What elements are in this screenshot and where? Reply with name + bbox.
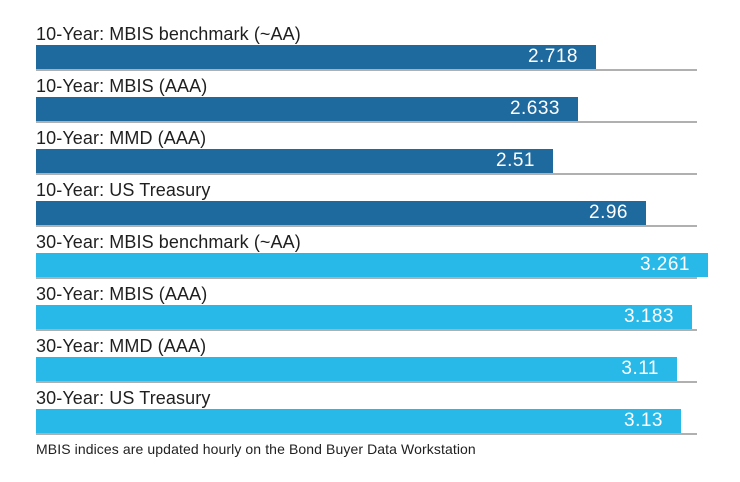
bar-area: 3.11 xyxy=(36,355,740,383)
bar-rows: 10-Year: MBIS benchmark (~AA) 2.718 10-Y… xyxy=(36,25,740,435)
bar-area: 2.633 xyxy=(36,95,740,123)
baseline-track xyxy=(36,381,697,383)
baseline-track xyxy=(36,433,697,435)
bar-label: 30-Year: US Treasury xyxy=(36,388,211,408)
bar-value-label: 3.11 xyxy=(621,358,659,379)
bar: 3.183 xyxy=(36,305,692,329)
bar-label: 10-Year: US Treasury xyxy=(36,180,211,200)
bar-row: 10-Year: MBIS benchmark (~AA) 2.718 xyxy=(36,25,740,71)
baseline-track xyxy=(36,173,697,175)
bar-row: 10-Year: US Treasury 2.96 xyxy=(36,181,740,227)
bar-area: 2.51 xyxy=(36,147,740,175)
bar: 2.96 xyxy=(36,201,646,225)
bar-value-label: 2.718 xyxy=(527,46,578,67)
bar-area: 3.13 xyxy=(36,407,740,435)
bar-label: 30-Year: MMD (AAA) xyxy=(36,336,207,356)
bar-area: 3.183 xyxy=(36,303,740,331)
bar-area: 2.718 xyxy=(36,43,740,71)
baseline-track xyxy=(36,329,697,331)
bar-row: 30-Year: MMD (AAA) 3.11 xyxy=(36,337,740,383)
baseline-track xyxy=(36,277,697,279)
bar-row: 10-Year: MBIS (AAA) 2.633 xyxy=(36,77,740,123)
bar-row: 10-Year: MMD (AAA) 2.51 xyxy=(36,129,740,175)
baseline-track xyxy=(36,121,697,123)
bar-label: 10-Year: MMD (AAA) xyxy=(36,128,207,148)
bar-value-label: 3.183 xyxy=(623,306,674,327)
bar-area: 3.261 xyxy=(36,251,740,279)
baseline-track xyxy=(36,69,697,71)
bar-row: 30-Year: US Treasury 3.13 xyxy=(36,389,740,435)
bar-row: 30-Year: MBIS (AAA) 3.183 xyxy=(36,285,740,331)
bar-value-label: 3.13 xyxy=(624,410,663,431)
footnote: MBIS indices are updated hourly on the B… xyxy=(36,441,476,457)
bar: 3.11 xyxy=(36,357,677,381)
bar-value-label: 2.51 xyxy=(496,150,535,171)
bar-row: 30-Year: MBIS benchmark (~AA) 3.261 xyxy=(36,233,740,279)
bar: 2.51 xyxy=(36,149,553,173)
bar-label: 10-Year: MBIS (AAA) xyxy=(36,76,208,96)
bar-value-label: 3.261 xyxy=(639,254,690,275)
bar: 2.718 xyxy=(36,45,596,69)
bar-label: 30-Year: MBIS benchmark (~AA) xyxy=(36,232,301,252)
bar-label: 30-Year: MBIS (AAA) xyxy=(36,284,208,304)
bar-value-label: 2.96 xyxy=(589,202,628,223)
bar: 3.261 xyxy=(36,253,708,277)
bar-label: 10-Year: MBIS benchmark (~AA) xyxy=(36,24,301,44)
baseline-track xyxy=(36,225,697,227)
bar: 3.13 xyxy=(36,409,681,433)
bar: 2.633 xyxy=(36,97,578,121)
bar-area: 2.96 xyxy=(36,199,740,227)
bar-value-label: 2.633 xyxy=(509,98,560,119)
